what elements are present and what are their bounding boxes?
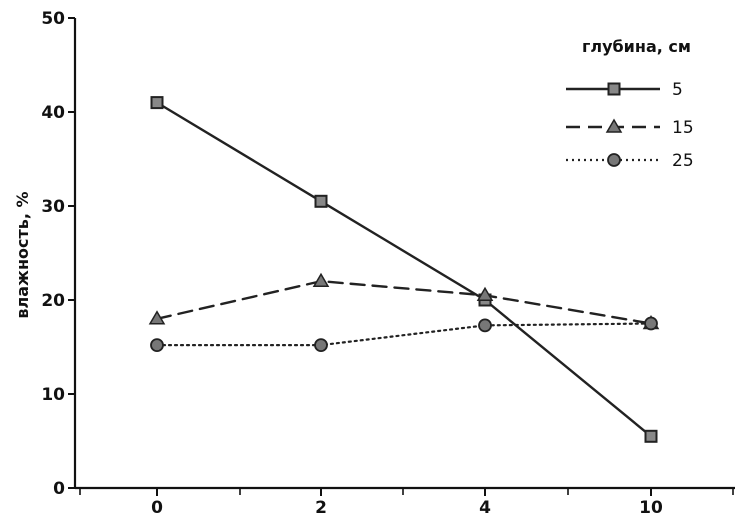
y-tick-label: 40 [41,103,65,123]
data-point-5-10 [644,429,658,443]
data-point-15-4 [476,286,494,302]
series-line-15 [155,279,653,325]
axes: 0 10 20 30 40 50 0 2 4 10 [41,9,735,516]
y-tick-label: 0 [53,479,65,499]
legend-marker-15 [605,118,623,133]
legend-marker-5 [607,82,621,96]
legend-marker-25 [607,153,621,167]
series-layer [148,96,660,443]
x-tick-label: 0 [151,498,163,516]
y-axis-title: влажность, % [13,191,32,318]
y-tick-label: 50 [41,9,65,29]
series-line-25 [155,322,653,347]
legend-label-25: 25 [672,151,694,171]
data-point-25-4 [478,318,492,333]
data-point-5-0 [150,96,164,110]
x-tick-label: 4 [479,498,491,516]
data-point-25-10 [644,316,658,331]
x-tick-label: 2 [315,498,327,516]
x-tick-label: 10 [639,498,663,516]
y-tick-label: 10 [41,385,65,405]
legend-label-5: 5 [672,80,683,100]
data-point-5-2 [314,194,328,208]
data-point-25-0 [150,338,164,353]
legend: глубина, см 5 15 25 [566,37,694,171]
data-point-15-0 [148,310,166,325]
y-tick-label: 20 [41,291,65,311]
series-line-5 [155,101,653,438]
legend-label-15: 15 [672,118,694,138]
data-point-15-2 [312,272,330,287]
legend-title: глубина, см [582,37,691,56]
y-tick-label: 30 [41,197,65,217]
data-point-25-2 [314,338,328,353]
